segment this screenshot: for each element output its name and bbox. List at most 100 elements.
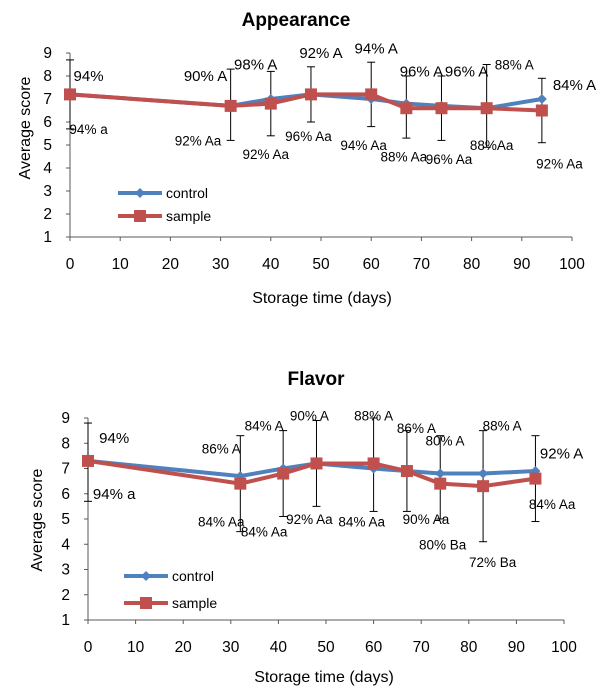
data-annotation: 94% [74,68,104,85]
appearance-chart: Appearance control sample Storage time (… [17,10,596,307]
x-tick-label: 50 [317,639,335,656]
y-tick-label: 4 [43,160,52,177]
x-tick-label: 0 [66,256,75,273]
y-tick-label: 1 [61,612,70,629]
data-annotation: 80% Ba [419,537,467,552]
data-point-sample [310,457,323,470]
y-tick-label: 6 [61,486,70,503]
data-point-sample [529,472,542,485]
data-point-sample [82,454,94,467]
data-point-control [536,94,547,104]
y-axis-label: Average score [17,76,34,179]
x-tick-label: 70 [413,639,431,656]
data-annotation: 84% Aa [529,497,576,512]
y-tick-label: 9 [43,45,52,62]
data-annotation: 94% Aa [340,138,387,153]
x-tick-label: 80 [463,256,481,273]
legend-marker-control [141,571,151,581]
data-point-sample [234,477,247,490]
x-tick-label: 30 [222,639,240,656]
data-point-sample [304,88,317,101]
legend-label-sample: sample [172,595,217,611]
x-axis-label: Storage time (days) [254,669,394,686]
y-tick-label: 4 [61,536,70,553]
data-annotation: 90% Aa [403,512,450,527]
x-tick-label: 60 [365,639,383,656]
data-annotation: 84% Aa [338,515,385,530]
x-tick-label: 30 [212,256,230,273]
data-point-sample [224,99,237,112]
data-annotation: 94% a [93,486,136,503]
x-tick-label: 40 [262,256,280,273]
data-annotation: 92% Aa [286,512,333,527]
data-annotation: 84% A [553,77,596,94]
data-annotation: 96% A [445,63,488,80]
data-annotation: 88% Aa [381,150,428,165]
data-point-sample [480,102,493,115]
y-tick-label: 8 [43,68,52,85]
data-point-sample [400,102,413,115]
data-point-sample [264,97,277,110]
data-annotation: 96% Aa [285,129,332,144]
data-annotation: 96% A [400,63,443,80]
data-annotation: 88%Aa [470,138,514,153]
data-point-sample [535,104,548,117]
legend-label-control: control [172,568,214,584]
x-tick-label: 0 [84,639,93,656]
x-tick-label: 60 [363,256,381,273]
legend-marker-sample [140,597,152,609]
x-tick-label: 90 [508,639,526,656]
y-tick-label: 6 [43,114,52,131]
data-annotation: 80% A [425,434,464,449]
x-tick-label: 20 [175,639,193,656]
data-point-control [478,468,489,479]
data-point-sample [435,102,448,115]
data-annotation: 88% A [495,58,534,73]
y-tick-label: 2 [61,587,70,604]
data-point-sample [434,477,447,490]
data-annotation: 94% [99,430,129,447]
data-point-sample [477,480,490,493]
legend: control sample [124,568,217,611]
data-annotation: 94% a [69,122,108,137]
x-tick-label: 90 [513,256,531,273]
data-point-sample [365,88,378,101]
y-tick-label: 5 [43,137,52,154]
y-axis-label: Average score [29,468,46,571]
x-tick-label: 40 [270,639,288,656]
data-annotation: 92% A [299,45,342,62]
legend-label-sample: sample [166,208,211,224]
y-tick-label: 3 [43,183,52,200]
data-point-control [435,468,446,479]
data-annotation: 92% Aa [536,156,583,171]
data-annotation: 98% A [234,57,277,74]
x-tick-label: 100 [551,639,577,656]
data-annotation: 88% A [483,419,522,434]
data-annotation: 90% A [184,68,227,85]
chart-title: Flavor [287,369,345,390]
flavor-chart: Flavor control sample Storage time (days… [29,369,583,686]
data-point-sample [277,467,290,480]
data-annotation: 72% Ba [469,555,517,570]
data-point-sample [64,88,76,101]
data-annotation: 84% A [245,419,284,434]
x-tick-label: 50 [312,256,330,273]
y-tick-label: 3 [61,562,70,579]
data-annotation: 94% A [355,40,398,57]
data-annotation: 90% A [290,408,329,423]
legend: control sample [118,185,211,224]
x-axis-label: Storage time (days) [252,290,392,307]
data-annotation: 88% A [354,408,393,423]
data-annotation: 86% A [202,441,241,456]
y-tick-label: 7 [61,461,70,478]
data-annotation: 86% A [397,421,436,436]
data-point-sample [400,465,413,478]
x-tick-label: 80 [460,639,478,656]
data-annotation: 84% Aa [198,515,245,530]
data-annotation: 84% Aa [241,525,288,540]
legend-marker-sample [134,210,146,222]
data-point-sample [367,457,380,470]
y-tick-label: 1 [43,229,52,246]
y-tick-label: 9 [61,410,70,427]
